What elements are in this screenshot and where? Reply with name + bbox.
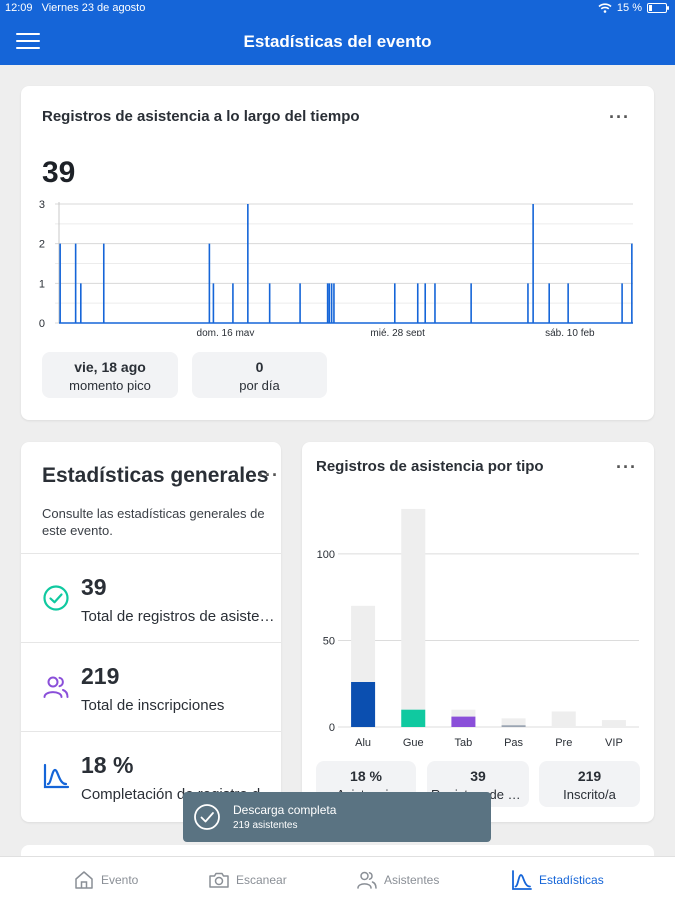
battery-text: 15 % [616, 2, 642, 14]
chart-line-icon [43, 763, 70, 789]
x-tick-label: VIP [605, 737, 623, 749]
peak-time-label: momento pico [69, 378, 151, 393]
summary-value: 18 % [350, 768, 382, 784]
y-tick-label: 100 [317, 549, 335, 561]
y-tick-label: 0 [329, 722, 335, 734]
x-tick-label: Gue [403, 737, 424, 749]
card-title: Registros de asistencia a lo largo del t… [42, 108, 360, 125]
bar-registered [501, 718, 526, 727]
general-stats-card: Estadísticas generales ··· Consulte las … [21, 442, 281, 822]
page-title: Estadísticas del evento [243, 32, 432, 51]
bar-registered [551, 711, 576, 727]
home-icon [75, 871, 93, 889]
bar-registered [601, 720, 626, 727]
nav-item-evento[interactable]: Evento [73, 868, 138, 892]
x-tick-label: Pre [555, 737, 572, 749]
peak-time-value: vie, 18 ago [74, 359, 146, 375]
summary-value: 219 [577, 768, 602, 784]
stat-row-checkins: 39 Total de registros de asistencia [21, 553, 281, 641]
status-date: Viernes 23 de agosto [41, 2, 146, 14]
camera-icon [209, 872, 229, 888]
general-stats-title: Estadísticas generales [42, 464, 269, 487]
status-right: 15 % [598, 2, 669, 14]
bar-attended [451, 716, 476, 727]
bar-attended [401, 709, 426, 727]
per-day-pill: 0 por día [192, 352, 327, 398]
status-time: 12:09 [5, 2, 33, 14]
x-tick-label: mié, 28 sept [370, 328, 425, 336]
download-toast[interactable]: Descarga completa 219 asistentes [183, 792, 491, 842]
y-tick-label: 0 [39, 318, 45, 330]
nav-label: Asistentes [384, 873, 440, 887]
card-title: Registros de asistencia por tipo [316, 458, 544, 475]
bar-registered [401, 508, 426, 727]
x-tick-label: Alu [355, 737, 371, 749]
attendance-by-type-bar-chart: 0 50 100 Alu Gue Tab Pas Pre VIP [317, 508, 639, 749]
x-tick-label: sáb, 10 feb [545, 328, 595, 336]
menu-button[interactable] [16, 33, 40, 51]
stat-value: 18 % [81, 752, 134, 778]
nav-item-escanear[interactable]: Escanear [208, 868, 287, 892]
toast-title: Descarga completa [233, 803, 337, 817]
stat-value: 219 [81, 663, 120, 689]
more-options-button[interactable]: ··· [609, 107, 630, 127]
nav-label: Estadísticas [539, 873, 604, 887]
summary-label: Inscrito/a [563, 787, 616, 802]
bar-attended [351, 682, 376, 727]
peak-time-pill: vie, 18 ago momento pico [42, 352, 178, 398]
status-left: 12:09 Viernes 23 de agosto [5, 2, 151, 14]
check-circle-icon [43, 585, 69, 611]
x-tick-label: Tab [455, 737, 473, 749]
summary-value: 39 [470, 768, 486, 784]
nav-label: Escanear [236, 873, 287, 887]
y-tick-label: 2 [39, 239, 45, 251]
users-icon [43, 676, 69, 698]
bottom-nav: Evento Escanear Asistentes Estadísticas [0, 856, 675, 900]
check-circle-icon [194, 804, 220, 830]
general-stats-description: Consulte las estadísticas generales de e… [42, 506, 265, 538]
more-options-button[interactable]: ··· [616, 457, 637, 477]
hamburger-icon-line [16, 33, 40, 35]
chart-line-icon [512, 870, 532, 890]
toast-subtitle: 219 asistentes [233, 820, 298, 831]
nav-label: Evento [101, 873, 139, 887]
attendance-line-chart: 0 1 2 3 dom, 16 may mié, 28 sept sáb, 10 feb [39, 199, 633, 336]
app-header: 12:09 Viernes 23 de agosto 15 % Estadíst… [0, 0, 675, 65]
y-tick-label: 50 [323, 635, 335, 647]
stat-label: Total de registros de asistencia [81, 608, 281, 625]
y-tick-label: 1 [39, 278, 45, 290]
stat-row-registrations: 219 Total de inscripciones [21, 642, 281, 730]
stat-row-completion: 18 % Completación de registro de asisten… [21, 731, 281, 819]
per-day-value: 0 [255, 359, 264, 375]
nav-item-asistentes[interactable]: Asistentes [356, 868, 439, 892]
attendance-total: 39 [42, 156, 76, 189]
stat-value: 39 [81, 574, 107, 600]
battery-level [649, 5, 652, 11]
hamburger-icon-line [16, 40, 40, 42]
bar-attended [501, 725, 526, 727]
per-day-label: por día [239, 378, 280, 393]
wifi-icon [598, 3, 612, 13]
x-tick-label: Pas [504, 737, 523, 749]
x-tick-label: dom, 16 may [197, 328, 255, 336]
status-bar: 12:09 Viernes 23 de agosto 15 % [0, 0, 675, 18]
y-tick-label: 3 [39, 199, 45, 211]
stat-label: Total de inscripciones [81, 697, 225, 714]
nav-item-estadisticas[interactable]: Estadísticas [511, 868, 604, 892]
more-options-button[interactable]: ··· [258, 465, 279, 485]
attendance-by-type-card: Registros de asistencia por tipo ··· 0 50… [302, 442, 654, 822]
attendance-over-time-card: Registros de asistencia a lo largo del t… [21, 86, 654, 420]
battery-icon [647, 3, 669, 13]
summary-registered: 219 Inscrito/a [539, 761, 640, 807]
hamburger-icon-line [16, 47, 40, 49]
users-icon [357, 871, 377, 889]
